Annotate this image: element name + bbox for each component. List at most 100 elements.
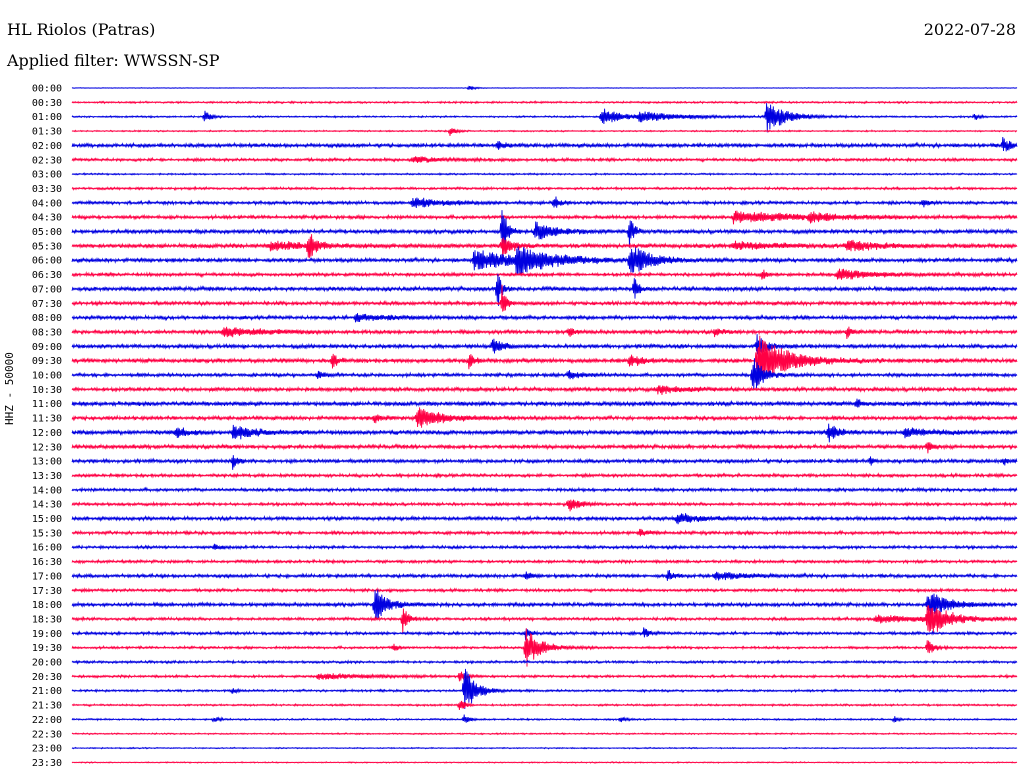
row-time-label: 11:00 (32, 399, 62, 410)
row-time-label: 00:30 (32, 98, 62, 109)
row-time-label: 09:00 (32, 342, 62, 353)
row-time-label: 01:00 (32, 112, 62, 123)
tick-labels: 00:00 00:30 01:00 01:30 02:00 02:30 03:00 03:30… (32, 84, 62, 769)
row-time-label: 19:00 (32, 629, 62, 640)
row-time-label: 03:30 (32, 184, 62, 195)
trace-row-0800 (71, 313, 1018, 323)
date-label: 2022-07-28 (923, 20, 1016, 39)
trace-row-0100 (71, 103, 1018, 133)
trace-row-0530 (71, 234, 1018, 258)
row-time-label: 05:00 (32, 227, 62, 238)
row-time-label: 10:00 (32, 371, 62, 382)
trace-group (71, 85, 1018, 765)
filter-label: Applied filter: WWSSN-SP (7, 51, 220, 70)
trace-row-1800 (71, 589, 1018, 620)
trace-row-0500 (71, 210, 1018, 251)
trace-row-2100 (71, 668, 1018, 710)
row-time-label: 08:30 (32, 327, 62, 338)
trace-row-0730 (71, 284, 1018, 312)
row-time-label: 12:30 (32, 442, 62, 453)
trace-row-2030 (71, 671, 1018, 682)
trace-row-0430 (71, 210, 1018, 225)
row-time-label: 11:30 (32, 414, 62, 425)
row-time-label: 16:30 (32, 557, 62, 568)
row-time-label: 23:00 (32, 744, 62, 755)
trace-row-1600 (71, 543, 1018, 551)
trace-row-1930 (71, 628, 1018, 667)
trace-row-0330 (71, 185, 1018, 192)
row-time-label: 00:00 (32, 84, 62, 95)
row-time-label: 01:30 (32, 127, 62, 138)
trace-row-0200 (71, 136, 1018, 152)
trace-row-1100 (71, 398, 1018, 408)
trace-row-0230 (71, 156, 1018, 164)
trace-row-1300 (71, 455, 1018, 470)
station-title: HL Riolos (Patras) (7, 20, 156, 39)
row-time-label: 15:00 (32, 514, 62, 525)
row-time-label: 22:30 (32, 729, 62, 740)
trace-row-0600 (71, 246, 1018, 275)
trace-row-2130 (71, 700, 1018, 711)
row-time-label: 04:30 (32, 213, 62, 224)
row-time-label: 03:00 (32, 170, 62, 181)
trace-row-1630 (71, 558, 1018, 565)
trace-row-1130 (71, 407, 1018, 428)
row-time-label: 10:30 (32, 385, 62, 396)
row-time-label: 21:00 (32, 686, 62, 697)
trace-row-0830 (71, 326, 1018, 340)
trace-row-1900 (71, 627, 1018, 641)
row-time-label: 06:30 (32, 270, 62, 281)
row-time-label: 18:00 (32, 600, 62, 611)
row-time-label: 13:00 (32, 457, 62, 468)
row-time-label: 05:30 (32, 241, 62, 252)
row-time-label: 06:00 (32, 256, 62, 267)
trace-row-2300 (71, 746, 1018, 750)
trace-row-1430 (71, 499, 1018, 512)
row-time-label: 04:00 (32, 198, 62, 209)
trace-row-1500 (71, 513, 1018, 525)
trace-row-0300 (71, 172, 1018, 177)
trace-row-0400 (71, 196, 1018, 209)
row-time-label: 19:30 (32, 643, 62, 654)
row-time-label: 20:30 (32, 672, 62, 683)
trace-row-0000 (71, 85, 1018, 91)
trace-row-1030 (71, 385, 1018, 395)
trace-row-0930 (71, 335, 1018, 386)
row-time-label: 07:30 (32, 299, 62, 310)
trace-row-0130 (71, 128, 1018, 136)
row-time-label: 20:00 (32, 658, 62, 669)
row-time-label: 21:30 (32, 701, 62, 712)
trace-row-0700 (71, 273, 1018, 307)
trace-row-1200 (71, 423, 1018, 443)
row-time-label: 02:00 (32, 141, 62, 152)
trace-row-1830 (71, 605, 1018, 634)
row-time-label: 09:30 (32, 356, 62, 367)
trace-row-0900 (71, 334, 1018, 355)
trace-row-1000 (71, 358, 1018, 390)
trace-row-1230 (71, 442, 1018, 454)
trace-row-2330 (71, 760, 1018, 765)
row-time-label: 15:30 (32, 528, 62, 539)
trace-row-1700 (71, 569, 1018, 581)
trace-row-1330 (71, 472, 1018, 479)
trace-row-0630 (71, 268, 1018, 280)
row-time-label: 17:00 (32, 571, 62, 582)
row-time-label: 23:30 (32, 758, 62, 769)
trace-row-0030 (71, 100, 1018, 105)
trace-row-1530 (71, 528, 1018, 537)
trace-row-2230 (71, 732, 1018, 736)
row-time-label: 14:00 (32, 485, 62, 496)
row-time-label: 17:30 (32, 586, 62, 597)
row-time-label: 02:30 (32, 155, 62, 166)
row-time-label: 13:30 (32, 471, 62, 482)
row-time-label: 07:00 (32, 284, 62, 295)
trace-row-2000 (71, 659, 1018, 665)
row-time-label: 16:00 (32, 543, 62, 554)
trace-row-1730 (71, 587, 1018, 594)
row-time-label: 22:00 (32, 715, 62, 726)
trace-row-1400 (71, 486, 1018, 494)
row-time-label: 12:00 (32, 428, 62, 439)
row-time-label: 18:30 (32, 614, 62, 625)
row-time-label: 14:30 (32, 500, 62, 511)
